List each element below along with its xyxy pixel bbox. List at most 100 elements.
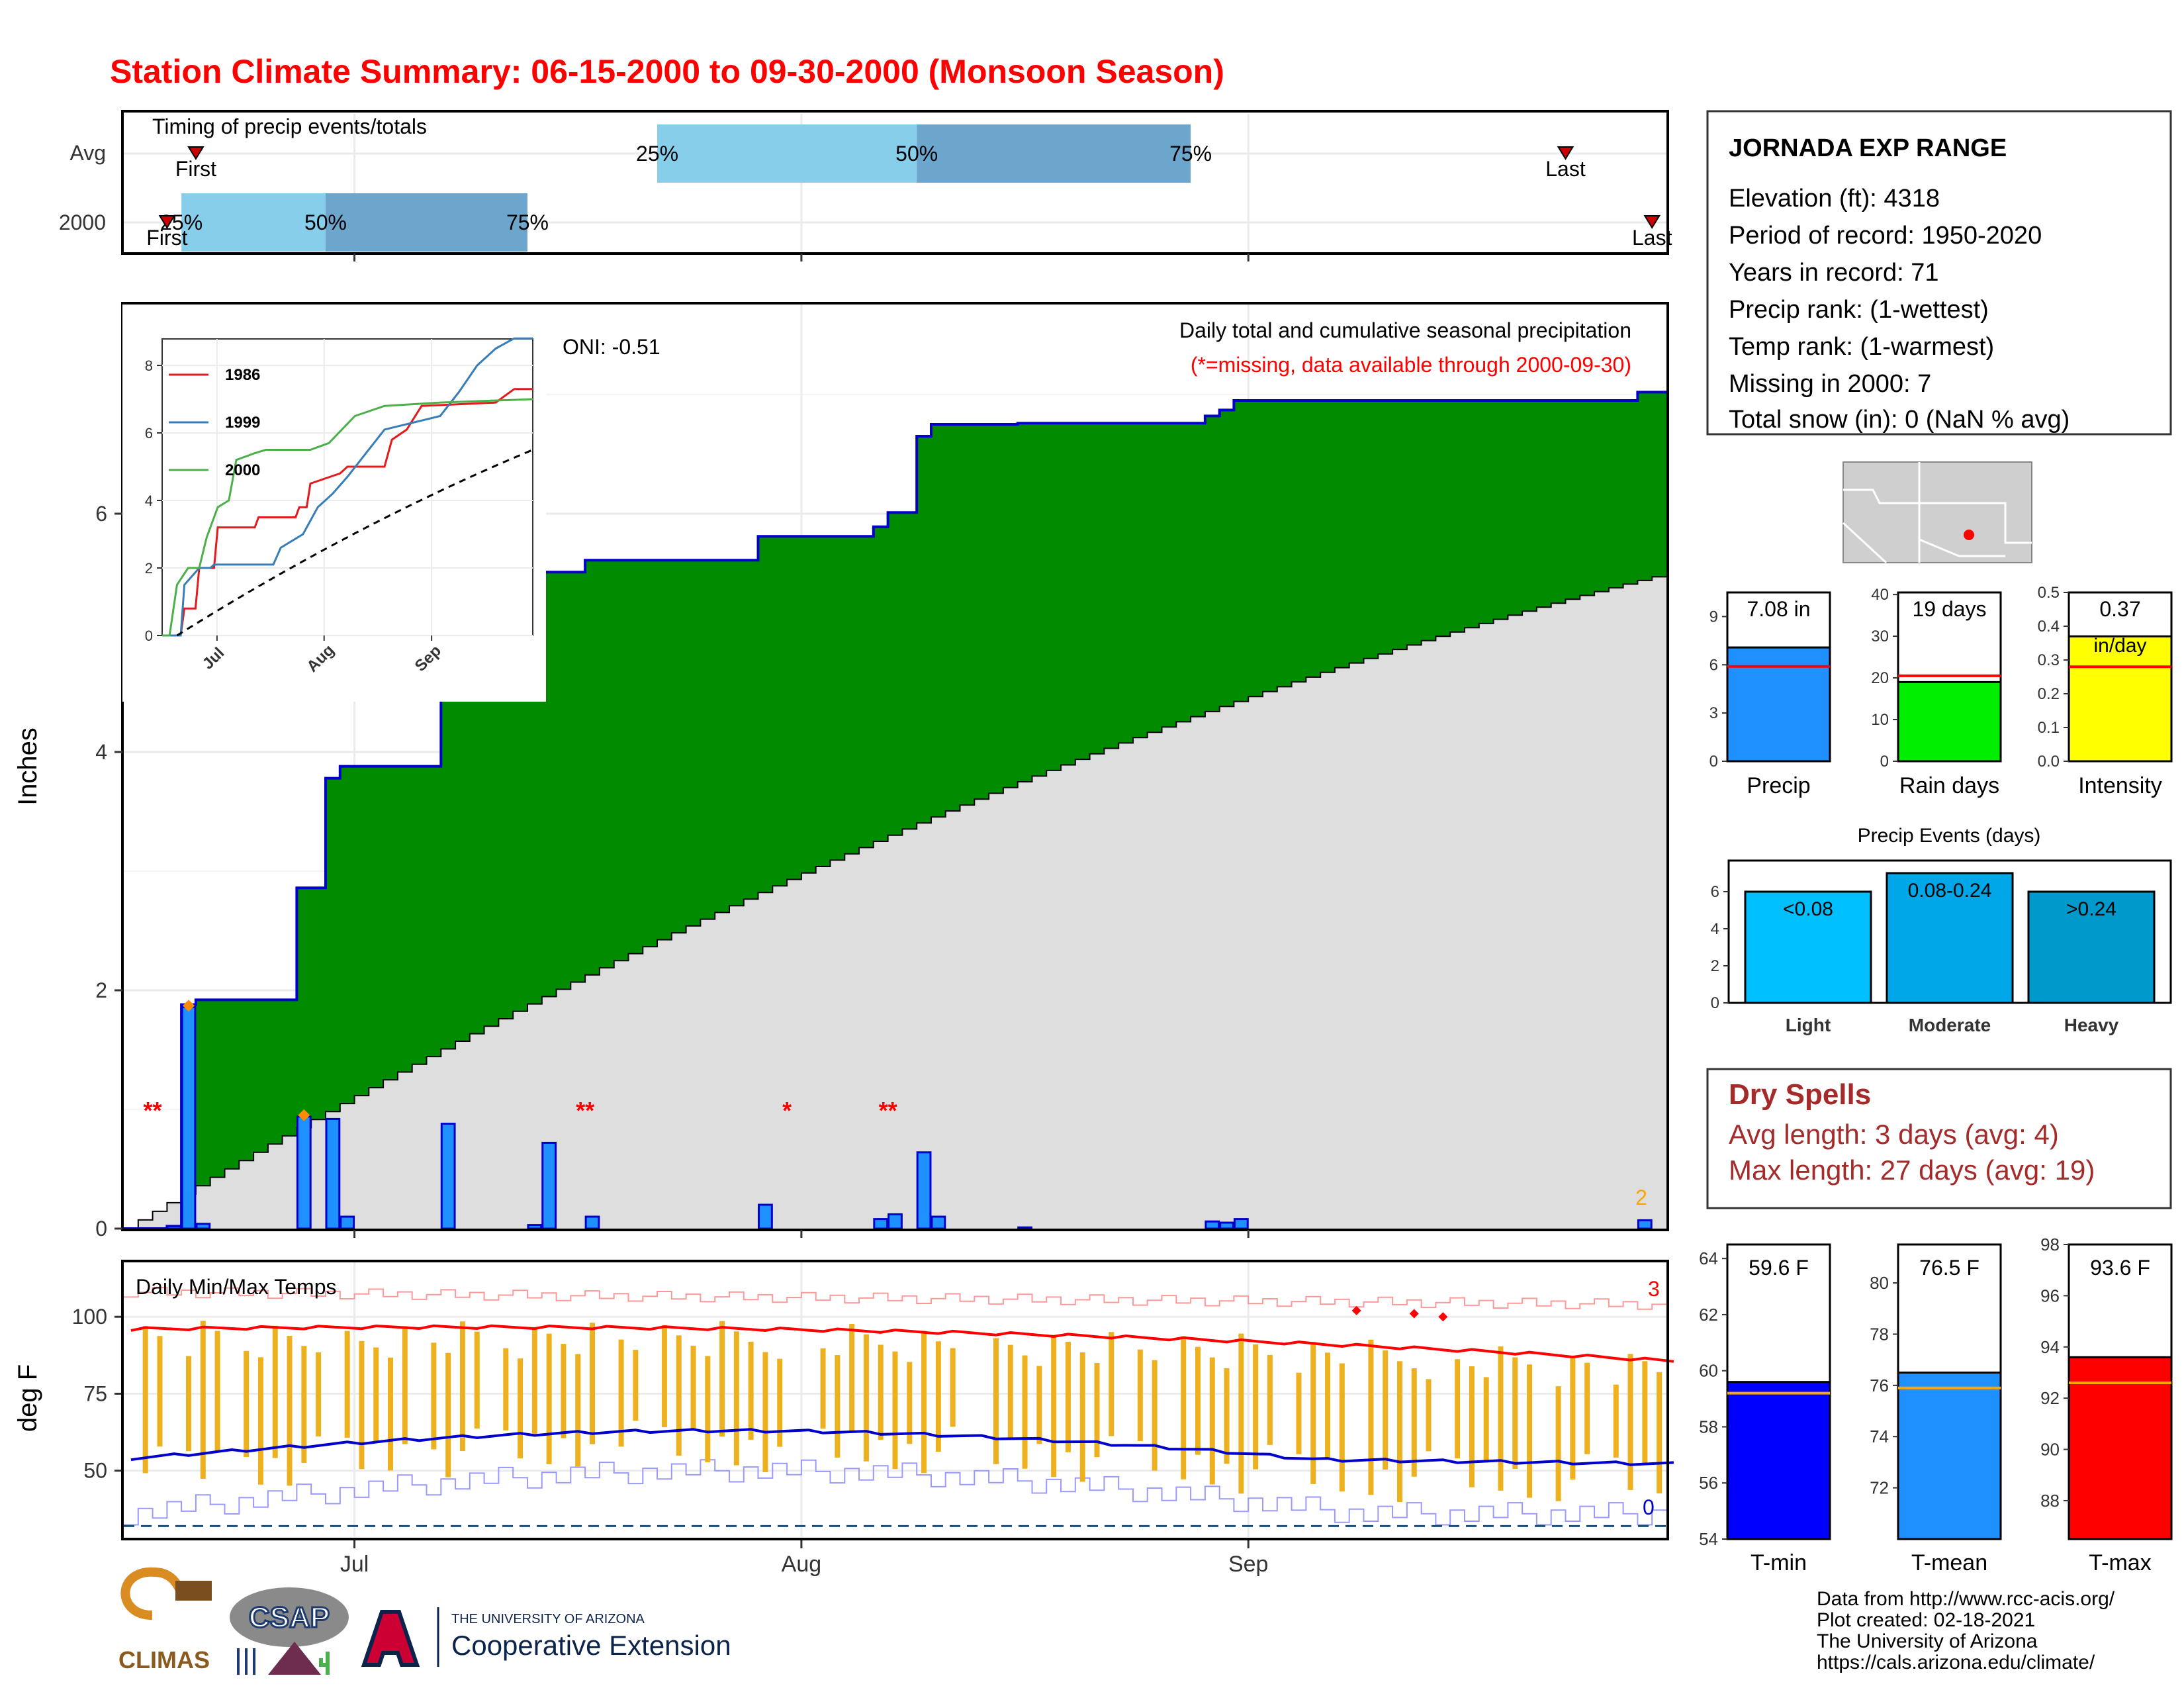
inset-legend-label: 2000 bbox=[225, 461, 260, 479]
daily-temp-bar bbox=[633, 1350, 639, 1421]
temp-bar-tick-label: 72 bbox=[1870, 1478, 1889, 1498]
climas-logo-block bbox=[175, 1581, 212, 1601]
temp-bar-name: T-mean bbox=[1911, 1550, 1987, 1575]
precip-y-tick-label: 2 bbox=[95, 978, 107, 1002]
events-tick-label: 4 bbox=[1711, 920, 1719, 938]
summary-bar-tick-label: 0.1 bbox=[2038, 719, 2060, 737]
event-bar-label: >0.24 bbox=[2066, 898, 2116, 920]
daily-temp-bar bbox=[590, 1323, 596, 1444]
daily-precip-bar bbox=[1637, 1219, 1653, 1230]
daily-temp-bar bbox=[1007, 1344, 1013, 1440]
daily-precip-bar bbox=[296, 1115, 312, 1230]
precip-average-line bbox=[124, 576, 1666, 1229]
record-temp-marker bbox=[1409, 1309, 1419, 1319]
daily-temp-bar bbox=[1584, 1362, 1590, 1454]
dry-spells-box: Dry Spells Avg length: 3 days (avg: 4) M… bbox=[1706, 1068, 2172, 1209]
daily-temp-bar bbox=[1483, 1377, 1489, 1462]
inset-legend-label: 1999 bbox=[225, 414, 260, 432]
missing-data-marker: * bbox=[782, 1097, 792, 1124]
daily-precip-bar bbox=[325, 1117, 341, 1230]
daily-precip-bar bbox=[340, 1215, 355, 1230]
temp-panel: 50 75 100 Jul Aug Sep Daily Min/Max Temps deg… bbox=[13, 1260, 1674, 1577]
daily-precip-bar bbox=[527, 1224, 543, 1230]
daily-precip-bar bbox=[440, 1123, 456, 1230]
daily-precip-bar bbox=[758, 1203, 773, 1230]
daily-precip-bar bbox=[1233, 1218, 1249, 1230]
timing-q25-label: 25% bbox=[636, 142, 678, 165]
daily-temp-bar bbox=[1527, 1364, 1533, 1498]
daily-temp-bar bbox=[1627, 1354, 1633, 1490]
summary-bar-name: Intensity bbox=[2078, 773, 2162, 798]
daily-precip-bar bbox=[1205, 1220, 1220, 1230]
event-bar-label: <0.08 bbox=[1783, 898, 1833, 920]
credit-line: Plot created: 02-18-2021 bbox=[1817, 1609, 2035, 1631]
timing-q75-label: 75% bbox=[506, 211, 549, 234]
daily-temp-bar bbox=[1657, 1372, 1662, 1494]
daily-temp-bar bbox=[661, 1325, 667, 1427]
temp-bar-tick-label: 60 bbox=[1699, 1361, 1718, 1381]
temp-bar-tick-label: 90 bbox=[2040, 1440, 2060, 1460]
daily-temp-bar bbox=[402, 1326, 408, 1444]
credit-line: The University of Arizona bbox=[1817, 1630, 2038, 1652]
temp-bar-tick-label: 74 bbox=[1870, 1427, 1889, 1446]
precip-average-area bbox=[124, 577, 1666, 1229]
daily-temp-bar bbox=[1152, 1360, 1158, 1471]
summary-bar-tick-label: 40 bbox=[1871, 586, 1889, 604]
daily-temp-bar bbox=[1195, 1346, 1201, 1455]
daily-temp-bar bbox=[1079, 1352, 1085, 1482]
locator-map bbox=[1842, 461, 2032, 564]
daily-temp-bar bbox=[1613, 1384, 1619, 1458]
dry-spells-frame bbox=[1706, 1068, 2172, 1209]
daily-temp-bar bbox=[561, 1344, 567, 1438]
daily-precip-bar bbox=[195, 1223, 211, 1230]
timing-frame bbox=[121, 110, 1669, 255]
timing-q50-label: 50% bbox=[895, 142, 938, 165]
event-bar-heavy bbox=[2027, 890, 2156, 1004]
daily-temp-bar bbox=[257, 1357, 263, 1485]
station-name: JORNADA EXP RANGE bbox=[1729, 134, 2007, 162]
inset-series-2000 bbox=[162, 398, 533, 637]
map-frame bbox=[1843, 461, 2032, 563]
temp-frame bbox=[121, 1260, 1669, 1540]
daily-temp-bar bbox=[1642, 1361, 1648, 1465]
event-category-label: Light bbox=[1786, 1015, 1831, 1035]
timing-row-2000-label: 2000 bbox=[59, 211, 106, 234]
temp-y-tick-label: 75 bbox=[83, 1382, 107, 1405]
timing-bar-q25-q50 bbox=[657, 124, 917, 183]
temp-bar-tick-label: 76 bbox=[1870, 1376, 1889, 1395]
daily-precip-bar bbox=[1017, 1226, 1032, 1230]
summary-bar-tick-label: 3 bbox=[1709, 704, 1718, 722]
daily-temp-bar bbox=[935, 1341, 941, 1452]
avg-min-line bbox=[130, 1428, 1674, 1466]
daily-temp-bar bbox=[1426, 1379, 1432, 1452]
summary-bar-tick-label: 0 bbox=[1709, 753, 1718, 771]
timing-q50-label: 50% bbox=[304, 211, 347, 234]
summary-bar-tick-label: 20 bbox=[1871, 669, 1889, 687]
summary-bar-value-label: 0.37 bbox=[2099, 597, 2140, 621]
station-line: Total snow (in): 0 (NaN % avg) bbox=[1729, 406, 2070, 434]
month-label: Sep bbox=[1228, 1552, 1269, 1577]
timing-bar-q50-q75 bbox=[325, 193, 527, 252]
daily-temp-bar bbox=[892, 1351, 898, 1470]
temp-bar-tick-label: 62 bbox=[1699, 1305, 1718, 1325]
daily-temp-bar bbox=[993, 1338, 999, 1464]
daily-temp-bar bbox=[1238, 1333, 1244, 1494]
record-max-line bbox=[124, 1286, 1666, 1310]
temp-bar-tick-label: 64 bbox=[1699, 1248, 1718, 1268]
record-temp-marker bbox=[1351, 1305, 1361, 1315]
summary-bar-tick-label: 0 bbox=[1880, 753, 1889, 771]
oni-label: ONI: -0.51 bbox=[563, 335, 660, 359]
summary-bar-intensity bbox=[2068, 635, 2173, 763]
credits: Data from http://www.rcc-acis.org/ Plot … bbox=[1817, 1588, 2115, 1673]
daily-temp-bar bbox=[431, 1342, 437, 1450]
dry-spells-max: Max length: 27 days (avg: 19) bbox=[1729, 1154, 2095, 1186]
csap-logo-rays bbox=[237, 1648, 255, 1675]
inset-plot-frame bbox=[161, 338, 533, 636]
ua-a-logo bbox=[361, 1610, 420, 1667]
daily-temp-bar bbox=[1455, 1359, 1461, 1459]
timing-q75-label: 75% bbox=[1169, 142, 1212, 165]
timing-last-label: Last bbox=[1632, 226, 1672, 250]
map-state-line bbox=[1842, 522, 1888, 564]
